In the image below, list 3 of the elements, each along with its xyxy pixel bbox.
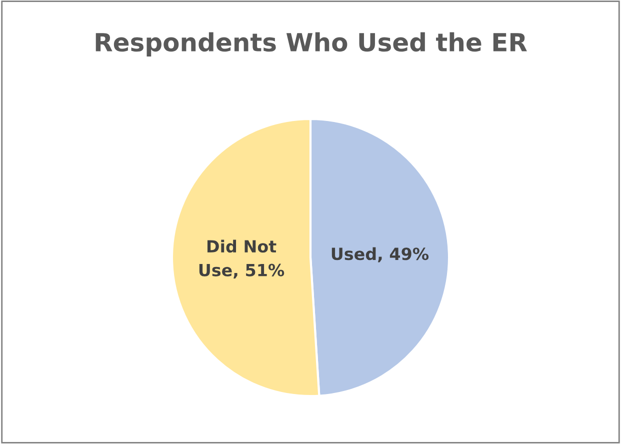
chart-title: Respondents Who Used the ER	[96, 32, 527, 56]
data-label: Did Not Use, 51%	[199, 240, 284, 279]
data-label: Used, 49%	[332, 247, 429, 262]
